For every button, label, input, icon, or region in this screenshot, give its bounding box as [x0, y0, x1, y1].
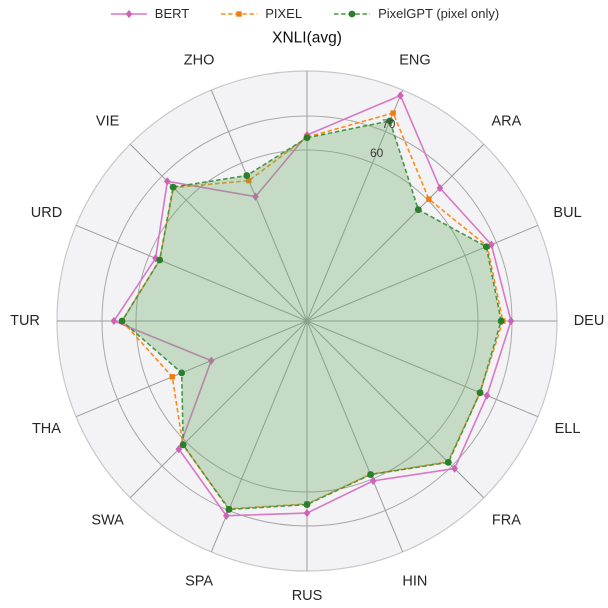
data-point-marker: [110, 316, 118, 326]
axis-label-SPA: SPA: [185, 574, 213, 590]
data-point-marker: [369, 476, 377, 485]
spoke-HIN: [306, 320, 404, 553]
data-point-marker: [507, 316, 515, 326]
axis-label-SWA: SWA: [91, 512, 124, 528]
legend-swatch: [221, 10, 258, 17]
axis-label-ARA: ARA: [491, 114, 521, 130]
data-point-marker: [303, 501, 311, 508]
legend-label: BERT: [154, 6, 190, 21]
legend-swatch: [110, 9, 147, 18]
data-point-marker: [436, 183, 444, 193]
axis-label-VIE: VIE: [96, 114, 120, 130]
series-pixelgpt-pixel-only-: [118, 117, 505, 513]
legend-swatch: [334, 10, 371, 17]
axis-label-ENG: ENG: [399, 52, 430, 68]
data-point-marker: [390, 110, 396, 116]
r-tick-label-70: 70: [382, 117, 396, 131]
data-point-marker: [483, 391, 491, 400]
axis-label-BUL: BUL: [553, 205, 581, 221]
axis-label-TUR: TUR: [10, 313, 40, 329]
chart-title: XNLI(avg): [272, 30, 342, 47]
data-point-marker: [303, 134, 311, 142]
spoke-VIE: [129, 143, 308, 322]
data-point-marker: [152, 254, 159, 263]
data-point-marker: [207, 356, 215, 365]
legend-item-bert: BERT: [109, 6, 189, 21]
data-point-marker: [243, 172, 251, 179]
axis-label-URD: URD: [31, 205, 62, 221]
data-point-marker: [223, 511, 230, 520]
r-tick-label-60: 60: [370, 146, 384, 160]
axis-label-ZHO: ZHO: [184, 52, 215, 68]
spoke-THA: [75, 320, 308, 418]
data-point-marker: [451, 464, 458, 473]
legend-label: PIXEL: [265, 6, 303, 21]
data-point-marker: [476, 389, 484, 397]
data-point-marker: [179, 441, 187, 449]
spoke-URD: [75, 224, 308, 322]
axis-label-ELL: ELL: [555, 421, 581, 437]
legend: BERT PIXEL PixelGPT (pixel only): [0, 6, 608, 21]
spoke-SWA: [129, 320, 308, 499]
spoke-ENG: [306, 89, 404, 322]
data-point-marker: [386, 117, 394, 125]
axis-label-RUS: RUS: [292, 588, 323, 604]
data-point-marker: [348, 10, 356, 17]
legend-item-pixelgpt-pixel-only-: PixelGPT (pixel only): [332, 6, 499, 21]
legend-label: PixelGPT (pixel only): [378, 6, 500, 21]
data-point-marker: [169, 183, 177, 191]
data-point-marker: [125, 9, 133, 18]
data-point-marker: [236, 10, 242, 17]
data-point-marker: [367, 471, 375, 478]
data-point-marker: [246, 177, 252, 184]
axis-label-DEU: DEU: [574, 313, 605, 329]
data-point-marker: [225, 506, 233, 513]
spoke-ZHO: [210, 89, 308, 322]
data-point-marker: [414, 206, 422, 214]
axis-label-HIN: HIN: [402, 574, 427, 590]
data-point-marker: [397, 91, 404, 100]
data-point-marker: [164, 177, 171, 186]
data-point-marker: [303, 508, 311, 518]
data-point-marker: [156, 256, 164, 264]
grid-spokes: [57, 71, 557, 571]
data-point-marker: [444, 458, 452, 466]
data-point-marker: [118, 317, 126, 325]
legend-item-pixel: PIXEL: [219, 6, 302, 21]
spoke-BUL: [306, 224, 539, 322]
series-line: [121, 120, 502, 511]
axis-label-THA: THA: [32, 421, 61, 437]
data-point-marker: [169, 374, 175, 380]
data-point-marker: [178, 369, 186, 377]
spoke-ARA: [306, 143, 485, 322]
spoke-ELL: [306, 320, 539, 418]
data-point-marker: [482, 243, 490, 251]
data-point-marker: [252, 192, 259, 201]
data-point-marker: [497, 317, 505, 325]
data-point-marker: [426, 196, 432, 202]
axis-label-FRA: FRA: [492, 512, 521, 528]
